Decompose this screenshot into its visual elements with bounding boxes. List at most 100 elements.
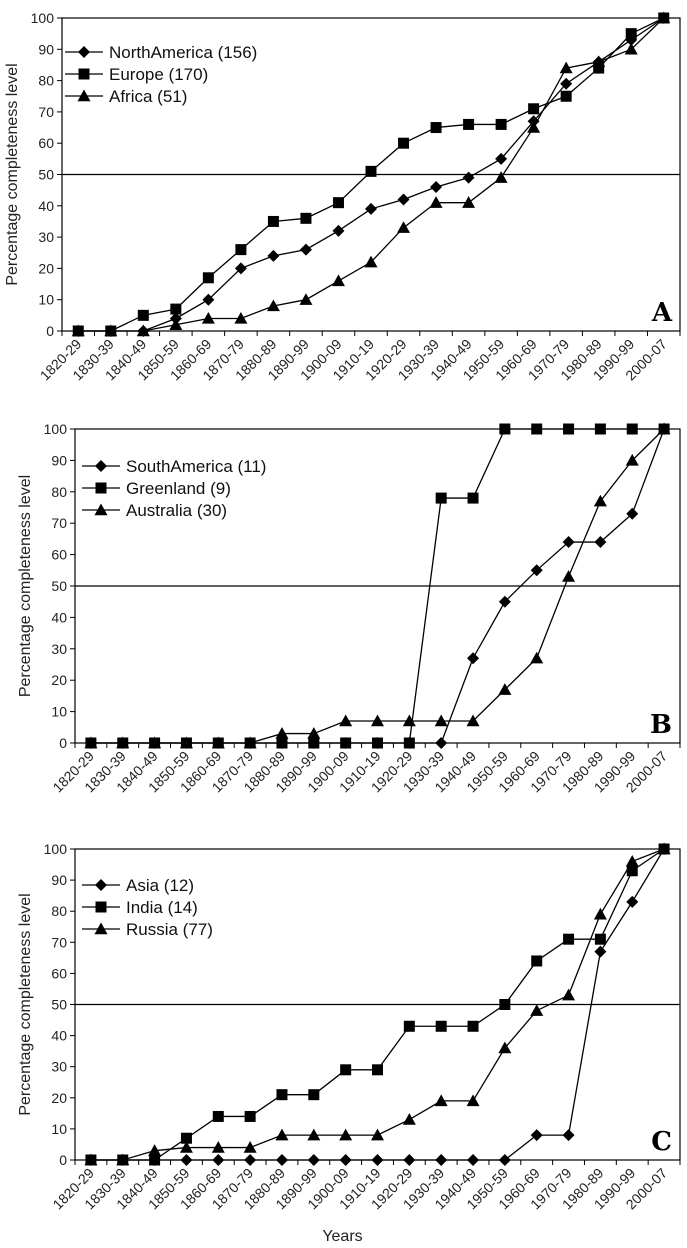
y-tick-label: 70 [38,104,54,120]
data-point [300,212,312,224]
data-point [211,1141,225,1153]
data-point [170,303,182,315]
data-point [625,28,637,40]
series-triangle [84,842,671,1166]
legend-marker [77,89,91,102]
y-tick-label: 0 [59,1152,67,1168]
y-tick-label: 100 [31,10,55,26]
data-point [528,103,540,115]
y-tick-label: 90 [51,452,67,468]
y-tick-label: 70 [51,934,67,950]
data-point [467,1154,480,1166]
data-point [657,422,671,435]
data-point [116,736,130,749]
data-point [180,1132,192,1144]
y-axis-label: Percentage completeness level [4,63,21,285]
y-tick-label: 40 [38,198,54,214]
data-point [594,945,607,958]
data-point [592,55,606,68]
y-axis-label: Percentage completeness level [17,475,34,697]
data-point [562,1129,575,1142]
data-point [434,1094,448,1107]
chart-panel-c: 01020304050607080901001820-291830-391840… [17,841,681,1245]
y-tick-label: 10 [51,1121,67,1137]
data-point [560,77,573,90]
y-tick-label: 70 [51,515,67,531]
data-point [104,324,118,337]
data-point [657,11,671,24]
y-tick-label: 60 [38,135,54,151]
data-point [266,299,280,312]
y-tick-label: 50 [51,997,67,1013]
data-point [267,215,279,227]
data-point [71,324,85,337]
data-point [149,1154,161,1166]
legend: SouthAmerica (11) Greenland (9) Australia … [82,457,266,520]
y-tick-label: 100 [44,841,68,857]
data-point [179,736,193,749]
series-square [72,12,670,337]
legend-marker [95,879,107,891]
y-tick-label: 90 [51,872,67,888]
panel-letter: A [651,298,673,328]
data-point [499,423,511,435]
data-point [435,737,448,749]
y-tick-label: 90 [38,41,54,57]
data-point [116,1153,130,1166]
data-point [402,714,416,727]
data-point [201,311,215,324]
data-point [657,842,671,855]
data-point [169,318,183,330]
data-point [530,1129,543,1142]
data-point [275,1154,288,1166]
data-point [234,262,247,275]
legend-marker [95,482,107,494]
data-point [531,423,543,435]
data-point [593,907,607,920]
data-point [467,652,480,665]
data-point [625,453,639,466]
data-point [365,202,377,215]
data-point [626,507,639,520]
data-point [398,137,410,149]
data-point [562,536,575,549]
data-point [498,1041,512,1054]
series-triangle [71,11,671,337]
legend-entry: NorthAmerica (156) [109,43,257,62]
legend-entry: Greenland (9) [126,479,231,498]
data-point [434,714,448,727]
data-point [340,737,352,749]
y-tick-label: 40 [51,609,67,625]
data-point [531,955,543,967]
legend-entry: India (14) [126,898,198,917]
data-point [625,854,639,867]
data-point [498,1154,511,1166]
panel-letter: B [650,710,672,740]
legend-marker [95,460,107,472]
data-point [559,61,573,74]
legend-entry: Australia (30) [126,501,227,520]
data-point [202,293,215,306]
y-tick-label: 60 [51,965,67,981]
y-tick-label: 20 [51,1090,67,1106]
data-point [372,1064,383,1076]
y-tick-label: 60 [51,547,67,563]
data-point [244,1154,257,1166]
y-tick-label: 30 [38,229,54,245]
data-point [467,492,479,504]
data-point [530,564,543,577]
y-tick-label: 80 [51,484,67,500]
legend-entry: SouthAmerica (11) [126,457,266,476]
data-point [340,1064,352,1076]
data-point [307,1154,320,1166]
data-point [371,1154,384,1166]
data-point [308,737,320,749]
data-point [593,62,605,74]
data-point [397,221,411,233]
y-tick-label: 30 [51,1059,67,1075]
y-tick-label: 0 [59,735,67,751]
data-point [339,1154,352,1166]
data-point [593,494,607,507]
data-point [276,1089,288,1101]
